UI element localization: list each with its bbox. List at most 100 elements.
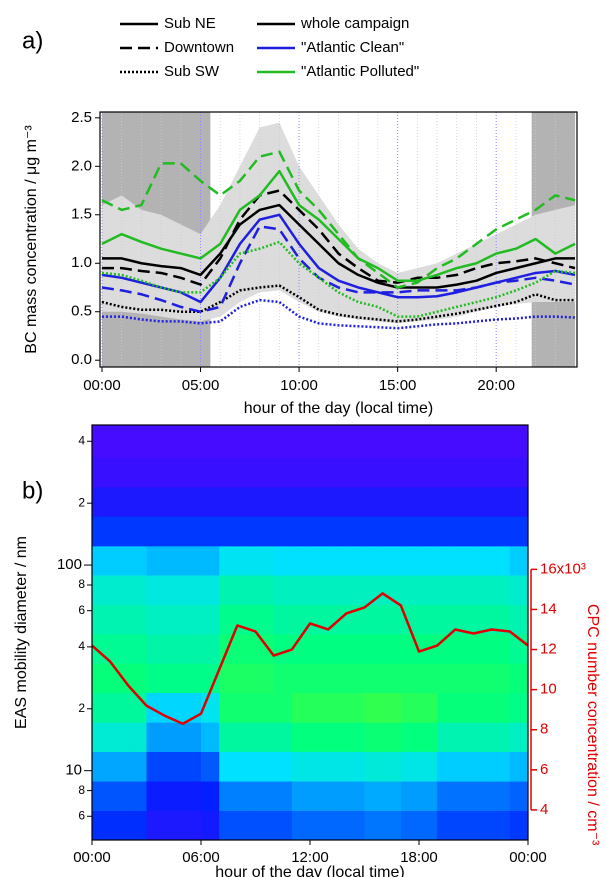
heatmap-cell: [419, 810, 438, 841]
heatmap-cell: [364, 516, 384, 547]
panel-label: a): [22, 27, 43, 54]
heatmap-cell: [237, 574, 256, 605]
heatmap-cell: [473, 516, 493, 547]
heatmap-cell: [182, 751, 202, 782]
heatmap-cell: [491, 425, 511, 458]
heatmap-cell: [110, 425, 129, 458]
heatmap-cell: [473, 781, 493, 812]
heatmap-cell: [509, 604, 529, 635]
heatmap-cell: [255, 425, 275, 458]
heatmap-cell: [146, 545, 166, 576]
heatmap-cell: [346, 574, 365, 605]
heatmap-cell: [182, 486, 202, 517]
heatmap-cell: [273, 545, 293, 576]
heatmap-cell: [509, 486, 529, 517]
heatmap-cell: [219, 810, 238, 841]
heatmap-cell: [328, 751, 347, 782]
heatmap-cell: [146, 781, 166, 812]
heatmap-cell: [273, 692, 293, 723]
series-line: [101, 225, 576, 313]
heatmap-cell: [473, 457, 493, 488]
heatmap-cell: [255, 457, 275, 488]
heatmap-cell: [164, 722, 184, 752]
y2-tick-label: 10: [540, 681, 557, 698]
heatmap-cell: [201, 425, 220, 458]
heatmap-cell: [237, 692, 256, 723]
heatmap-cell: [437, 545, 456, 576]
heatmap-cell: [509, 781, 529, 812]
heatmap-cell: [182, 516, 202, 547]
heatmap-cell: [310, 692, 329, 723]
heatmap-cell: [473, 751, 493, 782]
heatmap-cell: [400, 457, 420, 488]
heatmap-cell: [346, 516, 365, 547]
heatmap-cell: [437, 781, 456, 812]
heatmap-cell: [201, 781, 220, 812]
y-tick-label: 2.0: [71, 157, 92, 174]
heatmap-cell: [164, 781, 184, 812]
y2-tick-label: 8: [540, 721, 548, 738]
heatmap-cell: [182, 781, 202, 812]
heatmap-cell: [273, 722, 293, 752]
heatmap-cell: [164, 545, 184, 576]
series-line: [101, 203, 576, 289]
heatmap-cell: [110, 545, 129, 576]
heatmap-cell: [346, 633, 365, 664]
heatmap-cell: [128, 751, 147, 782]
heatmap-cell: [146, 633, 166, 664]
heatmap-cell: [473, 545, 493, 576]
heatmap-cell: [455, 516, 474, 547]
heatmap-cell: [255, 574, 275, 605]
heatmap-cell: [201, 516, 220, 547]
series-line: [101, 240, 576, 318]
heatmap-cell: [310, 486, 329, 517]
heatmap-cell: [455, 604, 474, 635]
heatmap-cell: [382, 604, 402, 635]
heatmap-cell: [164, 692, 184, 723]
heatmap-cell: [491, 663, 511, 693]
heatmap-cell: [310, 516, 329, 547]
heatmap-cell: [182, 425, 202, 458]
heatmap-cell: [201, 633, 220, 664]
heatmap-cell: [92, 781, 111, 812]
heatmap-cell: [419, 781, 438, 812]
heatmap-cell: [364, 692, 384, 723]
heatmap-cell: [310, 574, 329, 605]
heatmap-cell: [182, 633, 202, 664]
heatmap-cell: [310, 751, 329, 782]
heatmap-cell: [509, 574, 529, 605]
y-tick-label: 10: [65, 762, 82, 779]
legend-label: whole campaign: [300, 15, 409, 32]
heatmap-cell: [455, 486, 474, 517]
heatmap-cell: [110, 663, 129, 693]
heatmap-cell: [491, 457, 511, 488]
heatmap-cell: [92, 722, 111, 752]
y-tick-label: 1.5: [71, 206, 92, 223]
heatmap-cell: [92, 457, 111, 488]
x-tick-label: 00:00: [73, 849, 111, 866]
x-tick-label: 06:00: [182, 849, 220, 866]
heatmap-cell: [219, 781, 238, 812]
y-tick-label: 2: [78, 701, 85, 715]
heatmap-cell: [382, 545, 402, 576]
heatmap-cell: [364, 722, 384, 752]
heatmap-cell: [219, 516, 238, 547]
heatmap-cell: [328, 457, 347, 488]
y-tick-label: 8: [78, 783, 85, 797]
heatmap-cell: [400, 545, 420, 576]
heatmap-cell: [437, 486, 456, 517]
heatmap-cell: [128, 781, 147, 812]
heatmap-cell: [164, 663, 184, 693]
heatmap-cell: [455, 781, 474, 812]
heatmap-cell: [273, 663, 293, 693]
heatmap-cell: [164, 425, 184, 458]
y2-tick-label: 14: [540, 600, 557, 617]
y-tick-label: 4: [78, 433, 85, 447]
heatmap-cell: [437, 663, 456, 693]
heatmap-cell: [455, 722, 474, 752]
heatmap-cell: [219, 486, 238, 517]
heatmap-cell: [219, 545, 238, 576]
heatmap-cell: [237, 722, 256, 752]
heatmap-cell: [328, 810, 347, 841]
